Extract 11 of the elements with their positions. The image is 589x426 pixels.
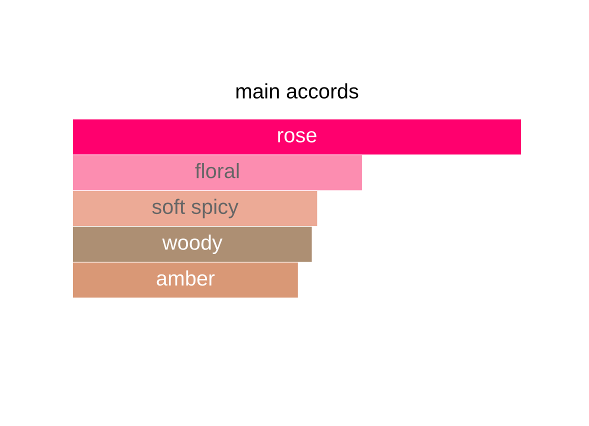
bar: [73, 262, 298, 298]
y-tick-label: rose: [278, 131, 316, 142]
bar: [73, 190, 318, 226]
y-tick-label: soft spicy: [152, 198, 238, 218]
y-tick-label: floral: [195, 162, 239, 178]
y-tick-label: woody: [162, 234, 222, 254]
bar: [73, 119, 521, 154]
bar: [73, 155, 362, 190]
y-tick-label: amber: [156, 270, 215, 286]
bar: [73, 226, 312, 262]
chart-title: main accords: [236, 83, 358, 99]
